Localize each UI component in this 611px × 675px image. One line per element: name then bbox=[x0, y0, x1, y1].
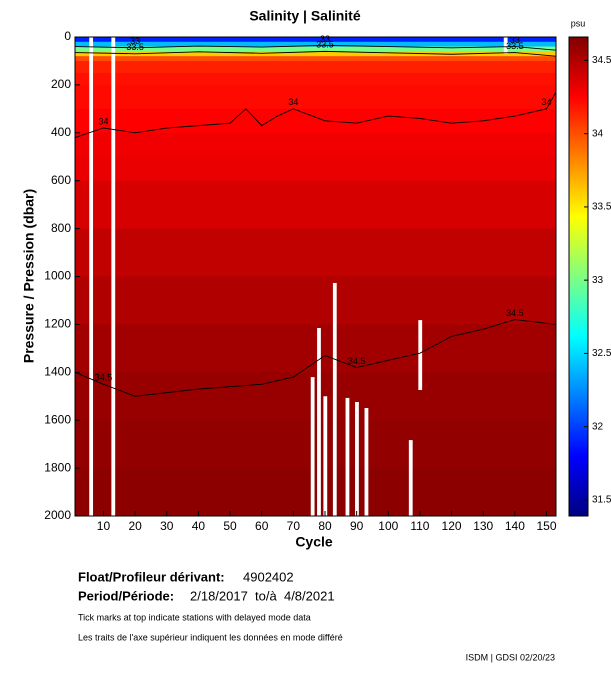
colorbar-tick-label: 34.5 bbox=[592, 55, 611, 66]
contour-label: 33.5 bbox=[316, 40, 334, 50]
heatmap-cell bbox=[75, 180, 556, 230]
x-tick-label: 70 bbox=[287, 519, 301, 533]
heatmap-cell bbox=[75, 56, 556, 62]
colorbar-tick-label: 33 bbox=[592, 275, 604, 286]
y-tick-label: 0 bbox=[64, 29, 71, 43]
missing-data bbox=[317, 327, 321, 516]
missing-data bbox=[332, 282, 337, 516]
x-tick-label: 100 bbox=[378, 519, 398, 533]
heatmap-cell bbox=[75, 372, 556, 421]
contour-line bbox=[74, 44, 557, 51]
heatmap-cell bbox=[75, 132, 556, 158]
y-tick-label: 600 bbox=[51, 173, 71, 187]
x-tick-label: 140 bbox=[505, 519, 525, 533]
colorbar-tick-label: 32.5 bbox=[592, 348, 611, 359]
float-id: 4902402 bbox=[243, 569, 294, 584]
contour-label: 34.5 bbox=[95, 373, 113, 383]
heatmap-cell bbox=[75, 37, 556, 43]
x-tick-label: 80 bbox=[318, 519, 332, 533]
heatmap-cell bbox=[75, 228, 556, 277]
x-tick-label: 110 bbox=[410, 519, 429, 533]
y-tick-label: 1200 bbox=[44, 317, 71, 331]
y-tick-label: 1600 bbox=[44, 412, 71, 426]
x-tick-label: 30 bbox=[160, 519, 174, 533]
y-tick-label: 1000 bbox=[44, 269, 71, 283]
x-tick-label: 50 bbox=[223, 519, 237, 533]
heatmap-cell bbox=[75, 51, 556, 57]
chart-title: Salinity | Salinité bbox=[249, 8, 360, 24]
contour-label: 33 bbox=[130, 36, 140, 46]
credit: ISDM | GDSI 02/20/23 bbox=[466, 652, 555, 662]
x-tick-label: 130 bbox=[473, 519, 493, 533]
missing-data bbox=[364, 407, 369, 516]
contour-line bbox=[74, 319, 557, 397]
y-tick-label: 800 bbox=[51, 221, 71, 235]
heatmap-cell bbox=[75, 468, 556, 517]
note-en: Tick marks at top indicate stations with… bbox=[78, 612, 311, 622]
colorbar bbox=[568, 36, 589, 517]
contour-label: 34.5 bbox=[348, 356, 366, 366]
note-fr: Les traits de l'axe supérieur indiquent … bbox=[78, 632, 343, 642]
x-tick-label: 60 bbox=[255, 519, 269, 533]
contour-label: 33.5 bbox=[126, 42, 144, 52]
x-tick-label: 150 bbox=[536, 519, 556, 533]
period-label: Period/Période: bbox=[78, 588, 174, 603]
contour-label: 33.5 bbox=[506, 41, 524, 51]
contour-label: 33 bbox=[320, 34, 330, 44]
period: 2/18/2017 to/à 4/8/2021 bbox=[190, 588, 335, 603]
missing-data bbox=[408, 440, 413, 516]
y-tick-label: 400 bbox=[51, 125, 71, 139]
colorbar-tick-label: 31.5 bbox=[592, 495, 611, 506]
colorbar-tick-label: 32 bbox=[592, 421, 604, 432]
contour-label: 34 bbox=[288, 97, 298, 107]
y-tick-label: 200 bbox=[51, 77, 71, 91]
contour-label: 34 bbox=[98, 116, 108, 126]
heatmap-cell bbox=[75, 41, 556, 48]
contour-label: 33 bbox=[510, 35, 520, 45]
missing-data bbox=[310, 377, 315, 516]
missing-data bbox=[111, 37, 116, 516]
float-label: Float/Profileur dérivant: bbox=[78, 569, 225, 584]
contour-label: 34.5 bbox=[506, 308, 524, 318]
x-tick-label: 90 bbox=[350, 519, 364, 533]
x-tick-label: 10 bbox=[97, 519, 111, 533]
missing-data bbox=[418, 320, 423, 391]
x-tick-label: 40 bbox=[192, 519, 206, 533]
missing-data bbox=[89, 37, 94, 516]
y-axis-label: Pressure / Pression (dbar) bbox=[21, 189, 37, 363]
heatmap-cell bbox=[75, 72, 556, 86]
heatmap-cell bbox=[75, 156, 556, 182]
missing-data bbox=[323, 396, 328, 516]
heatmap-cell bbox=[75, 276, 556, 325]
heatmap-cell bbox=[75, 324, 556, 373]
heatmap-cell bbox=[75, 84, 556, 110]
heatmap-cell bbox=[75, 46, 556, 52]
y-tick-label: 1800 bbox=[44, 460, 71, 474]
colorbar-label: psu bbox=[571, 18, 586, 28]
contour-label: 34 bbox=[541, 97, 551, 107]
heatmap-cell bbox=[75, 60, 556, 74]
missing-data bbox=[355, 401, 359, 516]
missing-data bbox=[503, 37, 508, 54]
x-axis-label: Cycle bbox=[295, 534, 333, 550]
colorbar-tick-label: 33.5 bbox=[592, 202, 611, 213]
missing-data bbox=[345, 397, 350, 516]
x-tick-label: 20 bbox=[128, 519, 142, 533]
contour-line bbox=[74, 50, 557, 57]
y-tick-label: 1400 bbox=[44, 364, 71, 378]
x-tick-label: 120 bbox=[442, 519, 462, 533]
heatmap-cell bbox=[75, 420, 556, 469]
y-tick-label: 2000 bbox=[44, 508, 71, 522]
colorbar-tick-label: 34 bbox=[592, 128, 604, 139]
contour-line bbox=[74, 91, 557, 139]
